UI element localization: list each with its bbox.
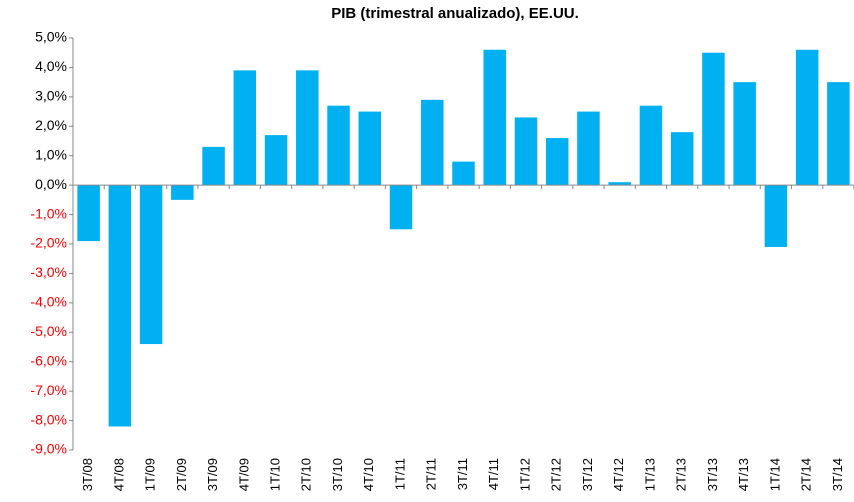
chart-title: PIB (trimestral anualizado), EE.UU. — [331, 5, 579, 22]
x-tick-label: 3T/14 — [830, 458, 845, 491]
x-tick-label: 1T/13 — [642, 458, 657, 491]
bar — [421, 99, 444, 186]
bar — [327, 105, 350, 186]
x-tick-label: 2T/10 — [299, 458, 314, 491]
bar — [483, 49, 506, 186]
bar — [795, 49, 819, 186]
x-tick-label: 4T/11 — [486, 458, 501, 490]
x-tick-label: 1T/11 — [392, 458, 407, 490]
bar — [764, 185, 788, 247]
bar — [514, 117, 538, 186]
x-tick-label: 2T/12 — [549, 458, 564, 491]
y-tick-label: 0,0% — [35, 176, 67, 192]
y-tick-label: -6,0% — [30, 352, 67, 368]
bar — [139, 185, 163, 345]
bar — [827, 82, 850, 186]
y-tick-label: -5,0% — [30, 323, 67, 339]
y-tick-label: -9,0% — [30, 441, 67, 457]
x-tick-label: 3T/10 — [330, 458, 345, 491]
x-tick-label: 1T/09 — [143, 458, 158, 491]
bar — [264, 135, 288, 186]
x-tick-label: 4T/13 — [736, 458, 751, 491]
bar — [733, 82, 756, 186]
x-tick-label: 4T/09 — [236, 458, 251, 491]
y-tick-label: -3,0% — [30, 264, 67, 280]
bar — [702, 52, 725, 186]
y-tick-label: 5,0% — [35, 29, 67, 45]
bar — [577, 111, 600, 186]
x-tick-label: 2T/14 — [799, 458, 814, 491]
bar — [296, 70, 319, 186]
bar — [452, 161, 475, 186]
x-tick-label: 2T/09 — [174, 458, 189, 491]
x-tick-label: 1T/12 — [517, 458, 532, 491]
bar — [670, 132, 694, 186]
x-tick-label: 3T/13 — [705, 458, 720, 491]
y-tick-label: -4,0% — [30, 294, 67, 310]
y-tick-label: 4,0% — [35, 58, 67, 74]
y-tick-label: 2,0% — [35, 117, 67, 133]
bar — [608, 182, 631, 186]
bar — [202, 146, 225, 186]
bar — [233, 70, 257, 186]
y-tick-label: -2,0% — [30, 235, 67, 251]
y-tick-label: -7,0% — [30, 382, 67, 398]
bar — [545, 138, 569, 186]
bar — [358, 111, 382, 186]
x-tick-label: 3T/12 — [580, 458, 595, 491]
x-tick-label: 4T/10 — [361, 458, 376, 491]
x-tick-label: 3T/09 — [205, 458, 220, 491]
bar — [639, 105, 663, 186]
y-tick-label: -8,0% — [30, 411, 67, 427]
x-tick-label: 2T/13 — [674, 458, 689, 491]
x-tick-label: 2T/11 — [424, 458, 439, 490]
y-tick-label: -1,0% — [30, 205, 67, 221]
x-tick-label: 1T/14 — [767, 458, 782, 491]
x-tick-label: 4T/08 — [111, 458, 126, 491]
y-tick-label: 3,0% — [35, 88, 67, 104]
bar — [389, 185, 413, 230]
bar — [171, 185, 194, 200]
x-tick-label: 1T/10 — [267, 458, 282, 491]
bar — [108, 185, 132, 427]
bar — [77, 185, 100, 242]
x-tick-label: 3T/08 — [80, 458, 95, 491]
y-tick-label: 1,0% — [35, 146, 67, 162]
x-tick-label: 3T/11 — [455, 458, 470, 490]
x-tick-label: 4T/12 — [611, 458, 626, 491]
